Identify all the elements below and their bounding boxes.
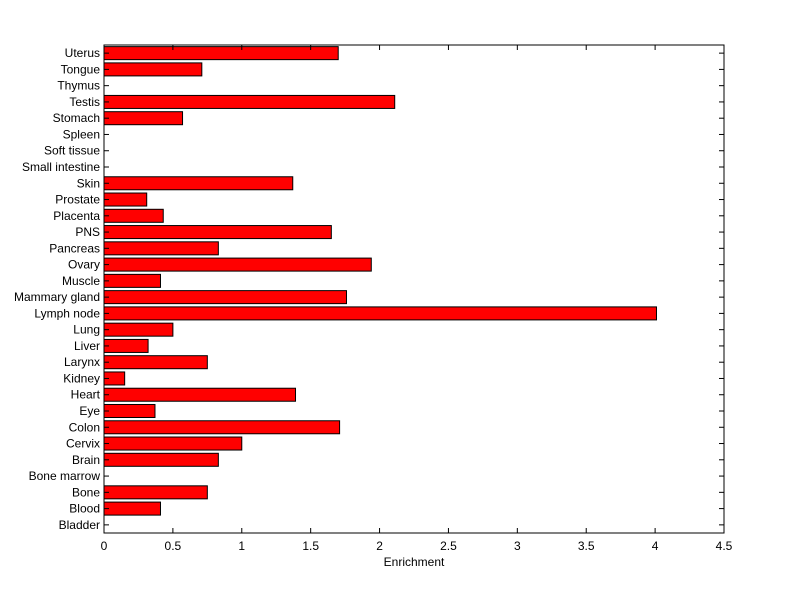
y-tick-label: Blood — [69, 502, 100, 516]
y-tick-label: Brain — [72, 453, 100, 467]
bar-mammary-gland — [103, 290, 347, 305]
x-tick-label: 2 — [376, 539, 383, 553]
y-tick-label: Liver — [74, 339, 100, 353]
x-tick-label: 1 — [238, 539, 245, 553]
y-tick-label: Bladder — [59, 518, 100, 532]
y-tick-label: Cervix — [66, 437, 100, 451]
y-tick-label: Small intestine — [22, 160, 100, 174]
y-tick-label: Larynx — [64, 355, 100, 369]
bar-muscle — [103, 273, 161, 288]
bar-bone — [103, 485, 208, 500]
bar-stomach — [103, 111, 184, 126]
y-tick-label: Placenta — [53, 209, 100, 223]
ticks-group — [103, 45, 725, 533]
y-tick-label: Spleen — [63, 127, 100, 141]
y-tick-label: Kidney — [63, 371, 100, 385]
plot-frame — [103, 44, 725, 534]
category-labels-group: Uterus Tongue Thymus Testis Stomach Spleen Sof… — [14, 46, 101, 532]
y-tick-label: Lung — [73, 323, 100, 337]
y-tick-label: PNS — [75, 225, 100, 239]
x-axis-title: Enrichment — [384, 555, 445, 569]
bar-testis — [103, 94, 396, 109]
y-tick-label: Lymph node — [34, 306, 100, 320]
bar-uterus — [103, 46, 339, 61]
bar-brain — [103, 452, 219, 467]
bar-skin — [103, 176, 294, 191]
x-tick-label: 0.5 — [165, 539, 182, 553]
x-tick-label: 4 — [652, 539, 659, 553]
bar-cervix — [103, 436, 243, 451]
y-tick-label: Skin — [77, 176, 100, 190]
y-tick-label: Bone marrow — [29, 469, 101, 483]
y-tick-label: Heart — [71, 388, 101, 402]
x-tick-label: 1.5 — [302, 539, 319, 553]
y-tick-label: Muscle — [62, 274, 100, 288]
bar-eye — [103, 403, 156, 419]
y-tick-label: Uterus — [65, 46, 100, 60]
x-tick-label: 2.5 — [440, 539, 457, 553]
bar-larynx — [103, 355, 208, 370]
y-tick-label: Testis — [69, 95, 100, 109]
y-tick-label: Tongue — [61, 62, 101, 76]
bar-ovary — [103, 257, 372, 272]
x-tick-label: 3 — [514, 539, 521, 553]
bar-lymph-node — [103, 306, 657, 321]
y-tick-label: Bone — [72, 485, 100, 499]
bar-pns — [103, 225, 332, 240]
x-tick-label: 4.5 — [716, 539, 733, 553]
bars-group — [103, 46, 657, 516]
y-tick-label: Colon — [69, 420, 100, 434]
bar-heart — [103, 387, 297, 402]
x-tick-label: 0 — [101, 539, 108, 553]
y-tick-label: Stomach — [53, 111, 100, 125]
bar-placenta — [103, 208, 164, 223]
bar-colon — [103, 420, 341, 435]
bar-lung — [103, 322, 174, 337]
x-tick-labels-group: 0 0.5 1 1.5 2 2.5 3 3.5 4 4.5 — [101, 539, 733, 553]
y-tick-label: Eye — [79, 404, 100, 418]
x-tick-label: 3.5 — [578, 539, 595, 553]
bar-pancreas — [103, 241, 219, 256]
bar-prostate — [103, 192, 148, 207]
y-tick-label: Ovary — [68, 258, 100, 272]
bar-liver — [103, 338, 149, 353]
y-tick-label: Mammary gland — [14, 290, 100, 304]
y-tick-label: Pancreas — [49, 241, 100, 255]
y-tick-label: Thymus — [57, 79, 100, 93]
y-tick-label: Soft tissue — [44, 144, 100, 158]
y-tick-label: Prostate — [55, 193, 100, 207]
bar-blood — [103, 501, 161, 516]
bar-tongue — [103, 62, 203, 77]
